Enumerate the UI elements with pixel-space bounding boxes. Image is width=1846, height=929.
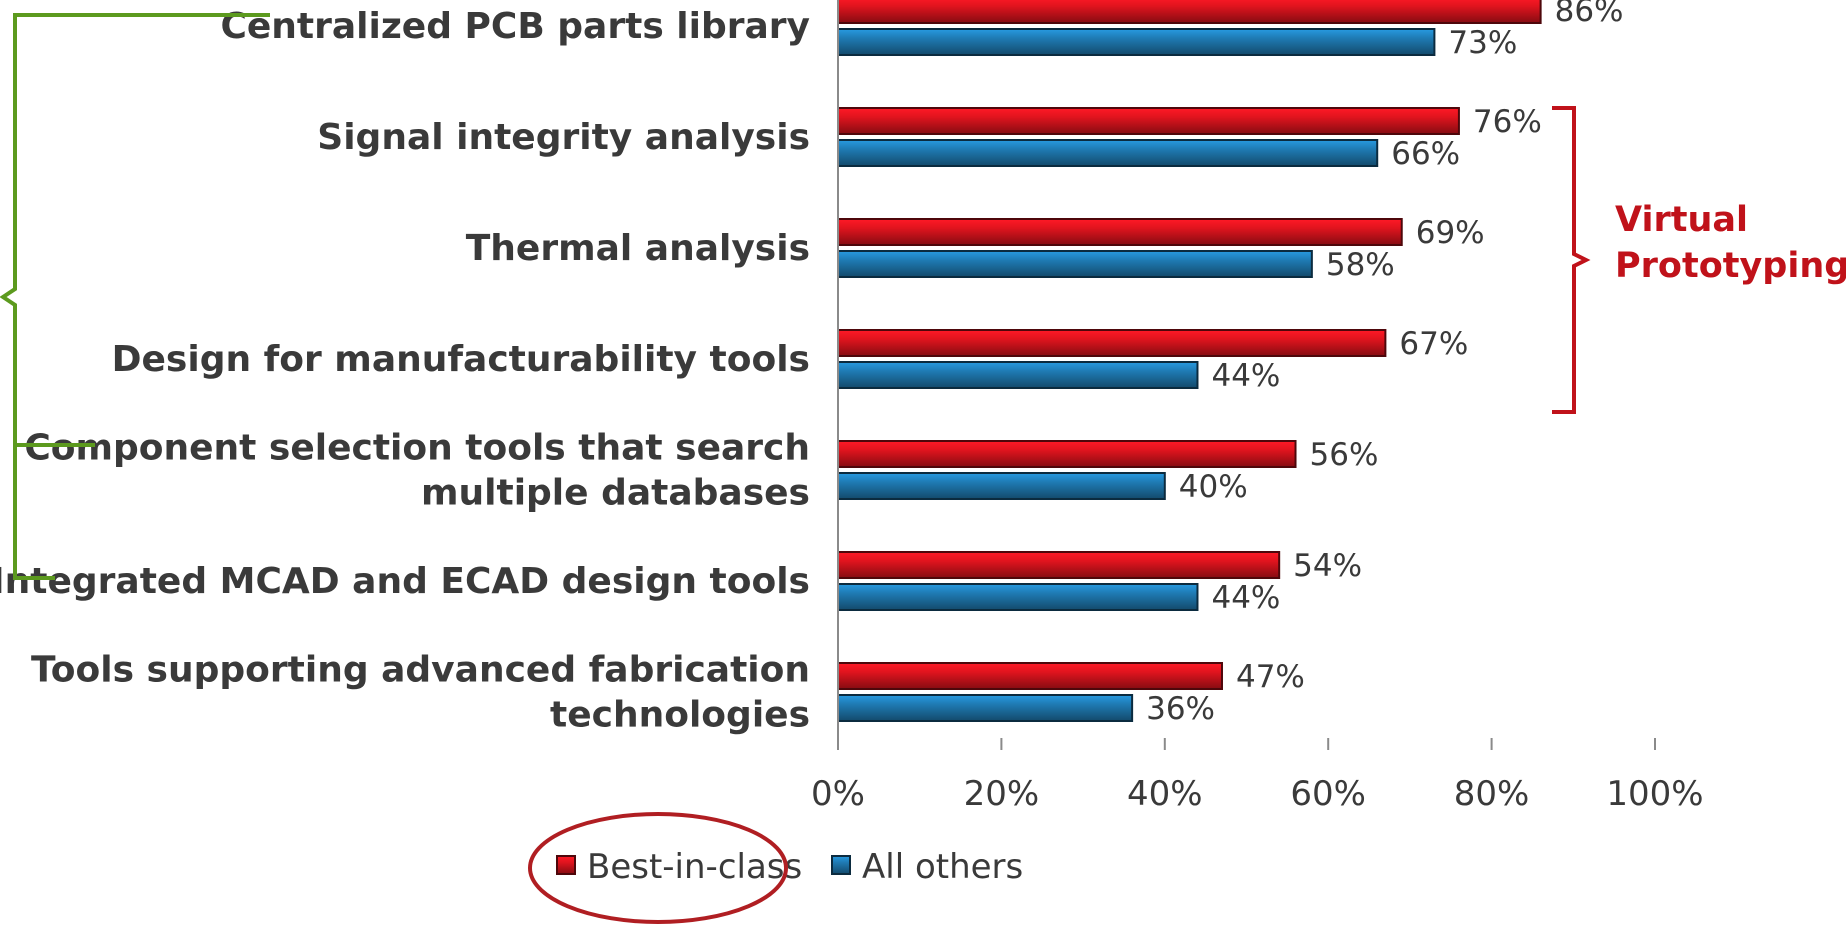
x-tick-label: 20% [964,774,1040,814]
bar-best-in-class [837,218,1403,246]
legend-label: Best-in-class [587,847,802,887]
category-label: Signal integrity analysis [317,117,810,158]
value-label: 86% [1555,0,1624,29]
value-label: 40% [1179,469,1248,505]
bar-best-in-class [837,551,1281,579]
legend-swatch [831,855,851,875]
legend-label: All others [862,847,1023,887]
left-bracket [0,13,55,580]
category-label: technologies [550,695,810,736]
bar-all-others [837,472,1166,500]
value-label: 47% [1236,659,1305,695]
bar-all-others [837,583,1199,611]
value-label: 58% [1326,247,1395,283]
bar-best-in-class [837,107,1460,135]
virtual-prototyping-label: Prototyping [1615,246,1846,286]
value-label: 44% [1211,358,1280,394]
category-label: Integrated MCAD and ECAD design tools [0,561,810,602]
value-label: 69% [1416,215,1485,251]
value-label: 73% [1448,25,1517,61]
category-label: Component selection tools that search [24,428,810,469]
bar-all-others [837,250,1313,278]
value-label: 54% [1293,548,1362,584]
bar-all-others [837,28,1436,56]
value-label: 76% [1473,104,1542,140]
category-label: Tools supporting advanced fabrication [31,650,810,691]
legend-swatch [556,855,576,875]
category-label: multiple databases [421,473,810,514]
value-label: 67% [1399,326,1468,362]
category-label: Centralized PCB parts library [220,6,810,47]
x-tick-label: 60% [1290,774,1366,814]
x-tick-label: 40% [1127,774,1203,814]
virtual-prototyping-label: Virtual [1615,200,1748,240]
bar-all-others [837,694,1134,722]
value-label: 66% [1391,136,1460,172]
virtual-prototyping-bracket [1552,106,1591,414]
category-label: Thermal analysis [466,228,810,269]
bar-best-in-class [837,0,1542,24]
bar-all-others [837,139,1379,167]
value-label: 56% [1310,437,1379,473]
legend-highlight-ellipse [528,812,788,924]
bar-all-others [837,361,1199,389]
x-tick-label: 80% [1454,774,1530,814]
value-label: 44% [1211,580,1280,616]
x-tick-label: 0% [811,774,865,814]
category-label: Design for manufacturability tools [112,339,810,380]
bar-best-in-class [837,662,1223,690]
bar-best-in-class [837,440,1297,468]
value-label: 36% [1146,691,1215,727]
bar-best-in-class [837,329,1387,357]
x-tick-label: 100% [1606,774,1703,814]
